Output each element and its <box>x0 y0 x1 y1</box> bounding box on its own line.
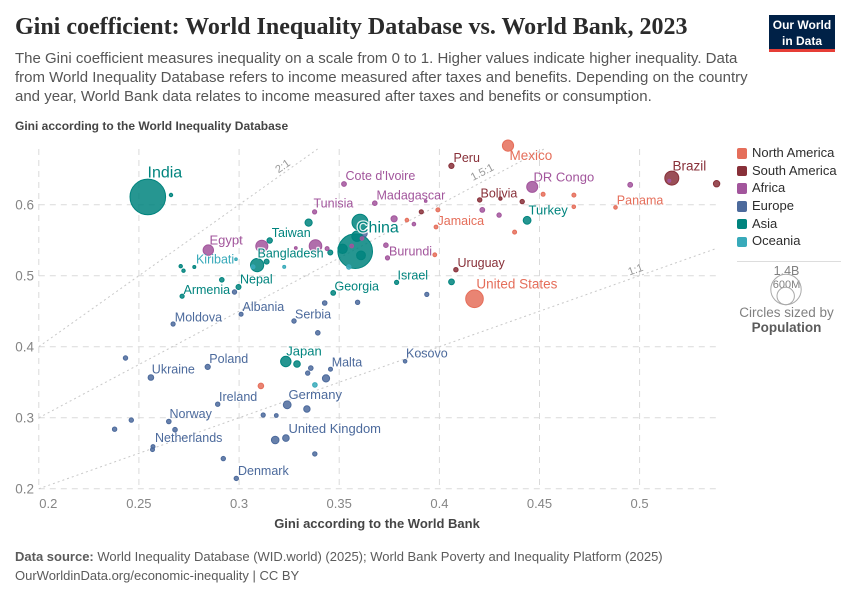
svg-text:Moldova: Moldova <box>175 311 222 325</box>
svg-text:0.45: 0.45 <box>527 496 552 511</box>
svg-text:Poland: Poland <box>209 352 248 366</box>
svg-text:0.25: 0.25 <box>126 496 151 511</box>
svg-text:Taiwan: Taiwan <box>272 226 311 240</box>
svg-text:0.2: 0.2 <box>39 496 57 511</box>
svg-text:Georgia: Georgia <box>335 279 380 293</box>
svg-text:Israel: Israel <box>398 269 429 283</box>
svg-text:1.5:1: 1.5:1 <box>469 162 496 184</box>
svg-text:0.35: 0.35 <box>327 496 352 511</box>
svg-text:Bangladesh: Bangladesh <box>258 247 324 261</box>
svg-text:2:1: 2:1 <box>273 157 292 176</box>
svg-text:0.6: 0.6 <box>15 198 34 213</box>
svg-text:Netherlands: Netherlands <box>155 431 222 445</box>
svg-text:0.3: 0.3 <box>15 411 34 426</box>
svg-text:DR Congo: DR Congo <box>534 169 595 184</box>
svg-text:0.5: 0.5 <box>15 269 34 284</box>
svg-text:0.5: 0.5 <box>631 496 649 511</box>
svg-text:Kiribati: Kiribati <box>196 253 234 267</box>
svg-text:China: China <box>357 220 399 237</box>
svg-text:Madagascar: Madagascar <box>377 189 446 203</box>
svg-text:Turkey: Turkey <box>529 202 569 217</box>
svg-text:Denmark: Denmark <box>238 464 289 478</box>
svg-text:Serbia: Serbia <box>295 307 331 321</box>
svg-text:Panama: Panama <box>617 193 664 207</box>
svg-text:Cote d'Ivoire: Cote d'Ivoire <box>346 169 416 183</box>
svg-text:Albania: Albania <box>243 300 285 314</box>
svg-text:Gini according to the World Ba: Gini according to the World Bank <box>274 516 480 531</box>
svg-text:0.2: 0.2 <box>15 482 34 497</box>
svg-text:Ireland: Ireland <box>219 390 257 404</box>
svg-text:China: China <box>357 220 399 237</box>
svg-text:Mexico: Mexico <box>510 148 553 163</box>
svg-text:Bolivia: Bolivia <box>481 187 518 201</box>
svg-text:Ukraine: Ukraine <box>152 362 195 376</box>
svg-text:Kosovo: Kosovo <box>406 346 448 360</box>
svg-text:Germany: Germany <box>289 387 343 402</box>
svg-text:Egypt: Egypt <box>210 233 244 248</box>
svg-text:Uruguay: Uruguay <box>458 256 506 270</box>
svg-text:Bangladesh: Bangladesh <box>258 247 324 261</box>
svg-text:Brazil: Brazil <box>673 158 707 173</box>
svg-text:India: India <box>148 165 183 182</box>
svg-text:Japan: Japan <box>286 343 321 358</box>
svg-text:Jamaica: Jamaica <box>438 214 485 228</box>
svg-text:United States: United States <box>476 276 557 291</box>
svg-text:United Kingdom: United Kingdom <box>289 421 382 436</box>
svg-text:Nepal: Nepal <box>240 273 273 287</box>
svg-text:Norway: Norway <box>170 407 213 421</box>
svg-text:Peru: Peru <box>454 151 480 165</box>
svg-text:0.3: 0.3 <box>230 496 248 511</box>
svg-text:1:1: 1:1 <box>626 262 644 278</box>
svg-text:0.4: 0.4 <box>430 496 448 511</box>
svg-text:Tunisia: Tunisia <box>314 197 354 211</box>
svg-text:0.4: 0.4 <box>15 340 34 355</box>
svg-text:Burundi: Burundi <box>389 244 432 258</box>
svg-text:Malta: Malta <box>332 356 363 370</box>
svg-text:Armenia: Armenia <box>184 283 231 297</box>
